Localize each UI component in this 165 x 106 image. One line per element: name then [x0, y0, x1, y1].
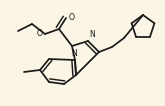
- Text: N: N: [71, 49, 77, 58]
- Text: N: N: [89, 30, 95, 39]
- Text: O: O: [69, 13, 75, 22]
- Text: O: O: [37, 29, 43, 38]
